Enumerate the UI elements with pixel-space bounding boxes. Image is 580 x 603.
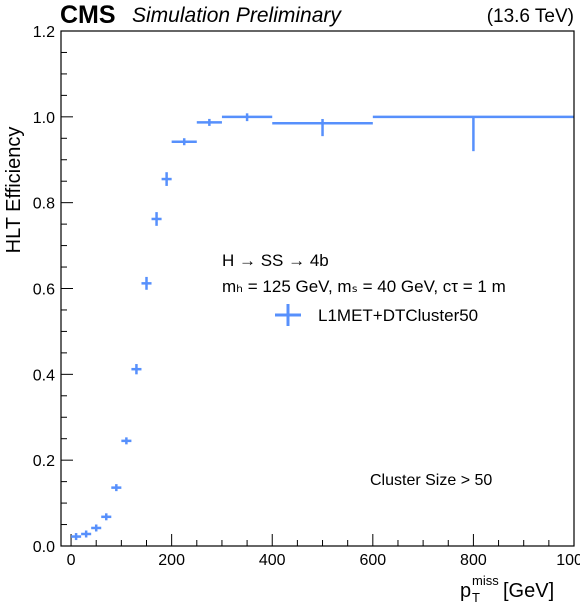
data-point xyxy=(71,533,82,541)
data-point xyxy=(151,212,162,226)
params-label: mₕ = 125 GeV, mₛ = 40 GeV, cτ = 1 m xyxy=(222,277,506,296)
data-point xyxy=(101,513,112,521)
data-point xyxy=(131,364,142,375)
y-tick-label: 0.6 xyxy=(33,282,55,299)
data-point xyxy=(91,524,102,532)
data-point xyxy=(221,113,273,122)
data-point xyxy=(372,115,574,152)
data-point xyxy=(196,118,222,126)
x-tick-label: 200 xyxy=(158,552,185,569)
subtitle-label: Simulation Preliminary xyxy=(132,4,342,27)
energy-label: (13.6 TeV) xyxy=(487,6,574,27)
process-label: H → SS → 4b xyxy=(222,251,329,270)
x-tick-label: 0 xyxy=(67,552,76,569)
y-tick-label: 1.0 xyxy=(33,110,55,127)
data-point xyxy=(171,138,197,146)
data-point xyxy=(111,484,122,492)
legend-entry: L1MET+DTCluster50 xyxy=(275,304,478,326)
data-points xyxy=(71,113,574,541)
x-axis-title: p T miss [GeV] xyxy=(460,573,554,603)
data-point xyxy=(272,118,373,137)
svg-text:p: p xyxy=(460,580,471,602)
y-axis-title: HLT Efficiency xyxy=(3,127,25,254)
y-tick-label: 0.4 xyxy=(33,367,55,384)
y-tick-label: 0.8 xyxy=(33,196,55,213)
y-tick-label: 0.0 xyxy=(33,539,55,556)
plot-frame xyxy=(60,30,575,547)
cms-label: CMS xyxy=(60,1,116,29)
y-tick-label: 1.2 xyxy=(33,24,55,41)
data-point xyxy=(141,276,152,290)
svg-text:T: T xyxy=(472,590,480,603)
legend-entry-label: L1MET+DTCluster50 xyxy=(318,306,478,325)
data-point xyxy=(81,530,92,538)
data-point xyxy=(121,437,132,445)
x-tick-label: 800 xyxy=(460,552,487,569)
y-tick-label: 0.2 xyxy=(33,453,55,470)
x-tick-label: 600 xyxy=(359,552,386,569)
svg-text:miss: miss xyxy=(472,573,499,588)
data-point xyxy=(161,172,172,186)
cluster-size-annotation: Cluster Size > 50 xyxy=(370,472,492,489)
svg-text:[GeV]: [GeV] xyxy=(503,580,554,602)
x-tick-label: 400 xyxy=(259,552,286,569)
